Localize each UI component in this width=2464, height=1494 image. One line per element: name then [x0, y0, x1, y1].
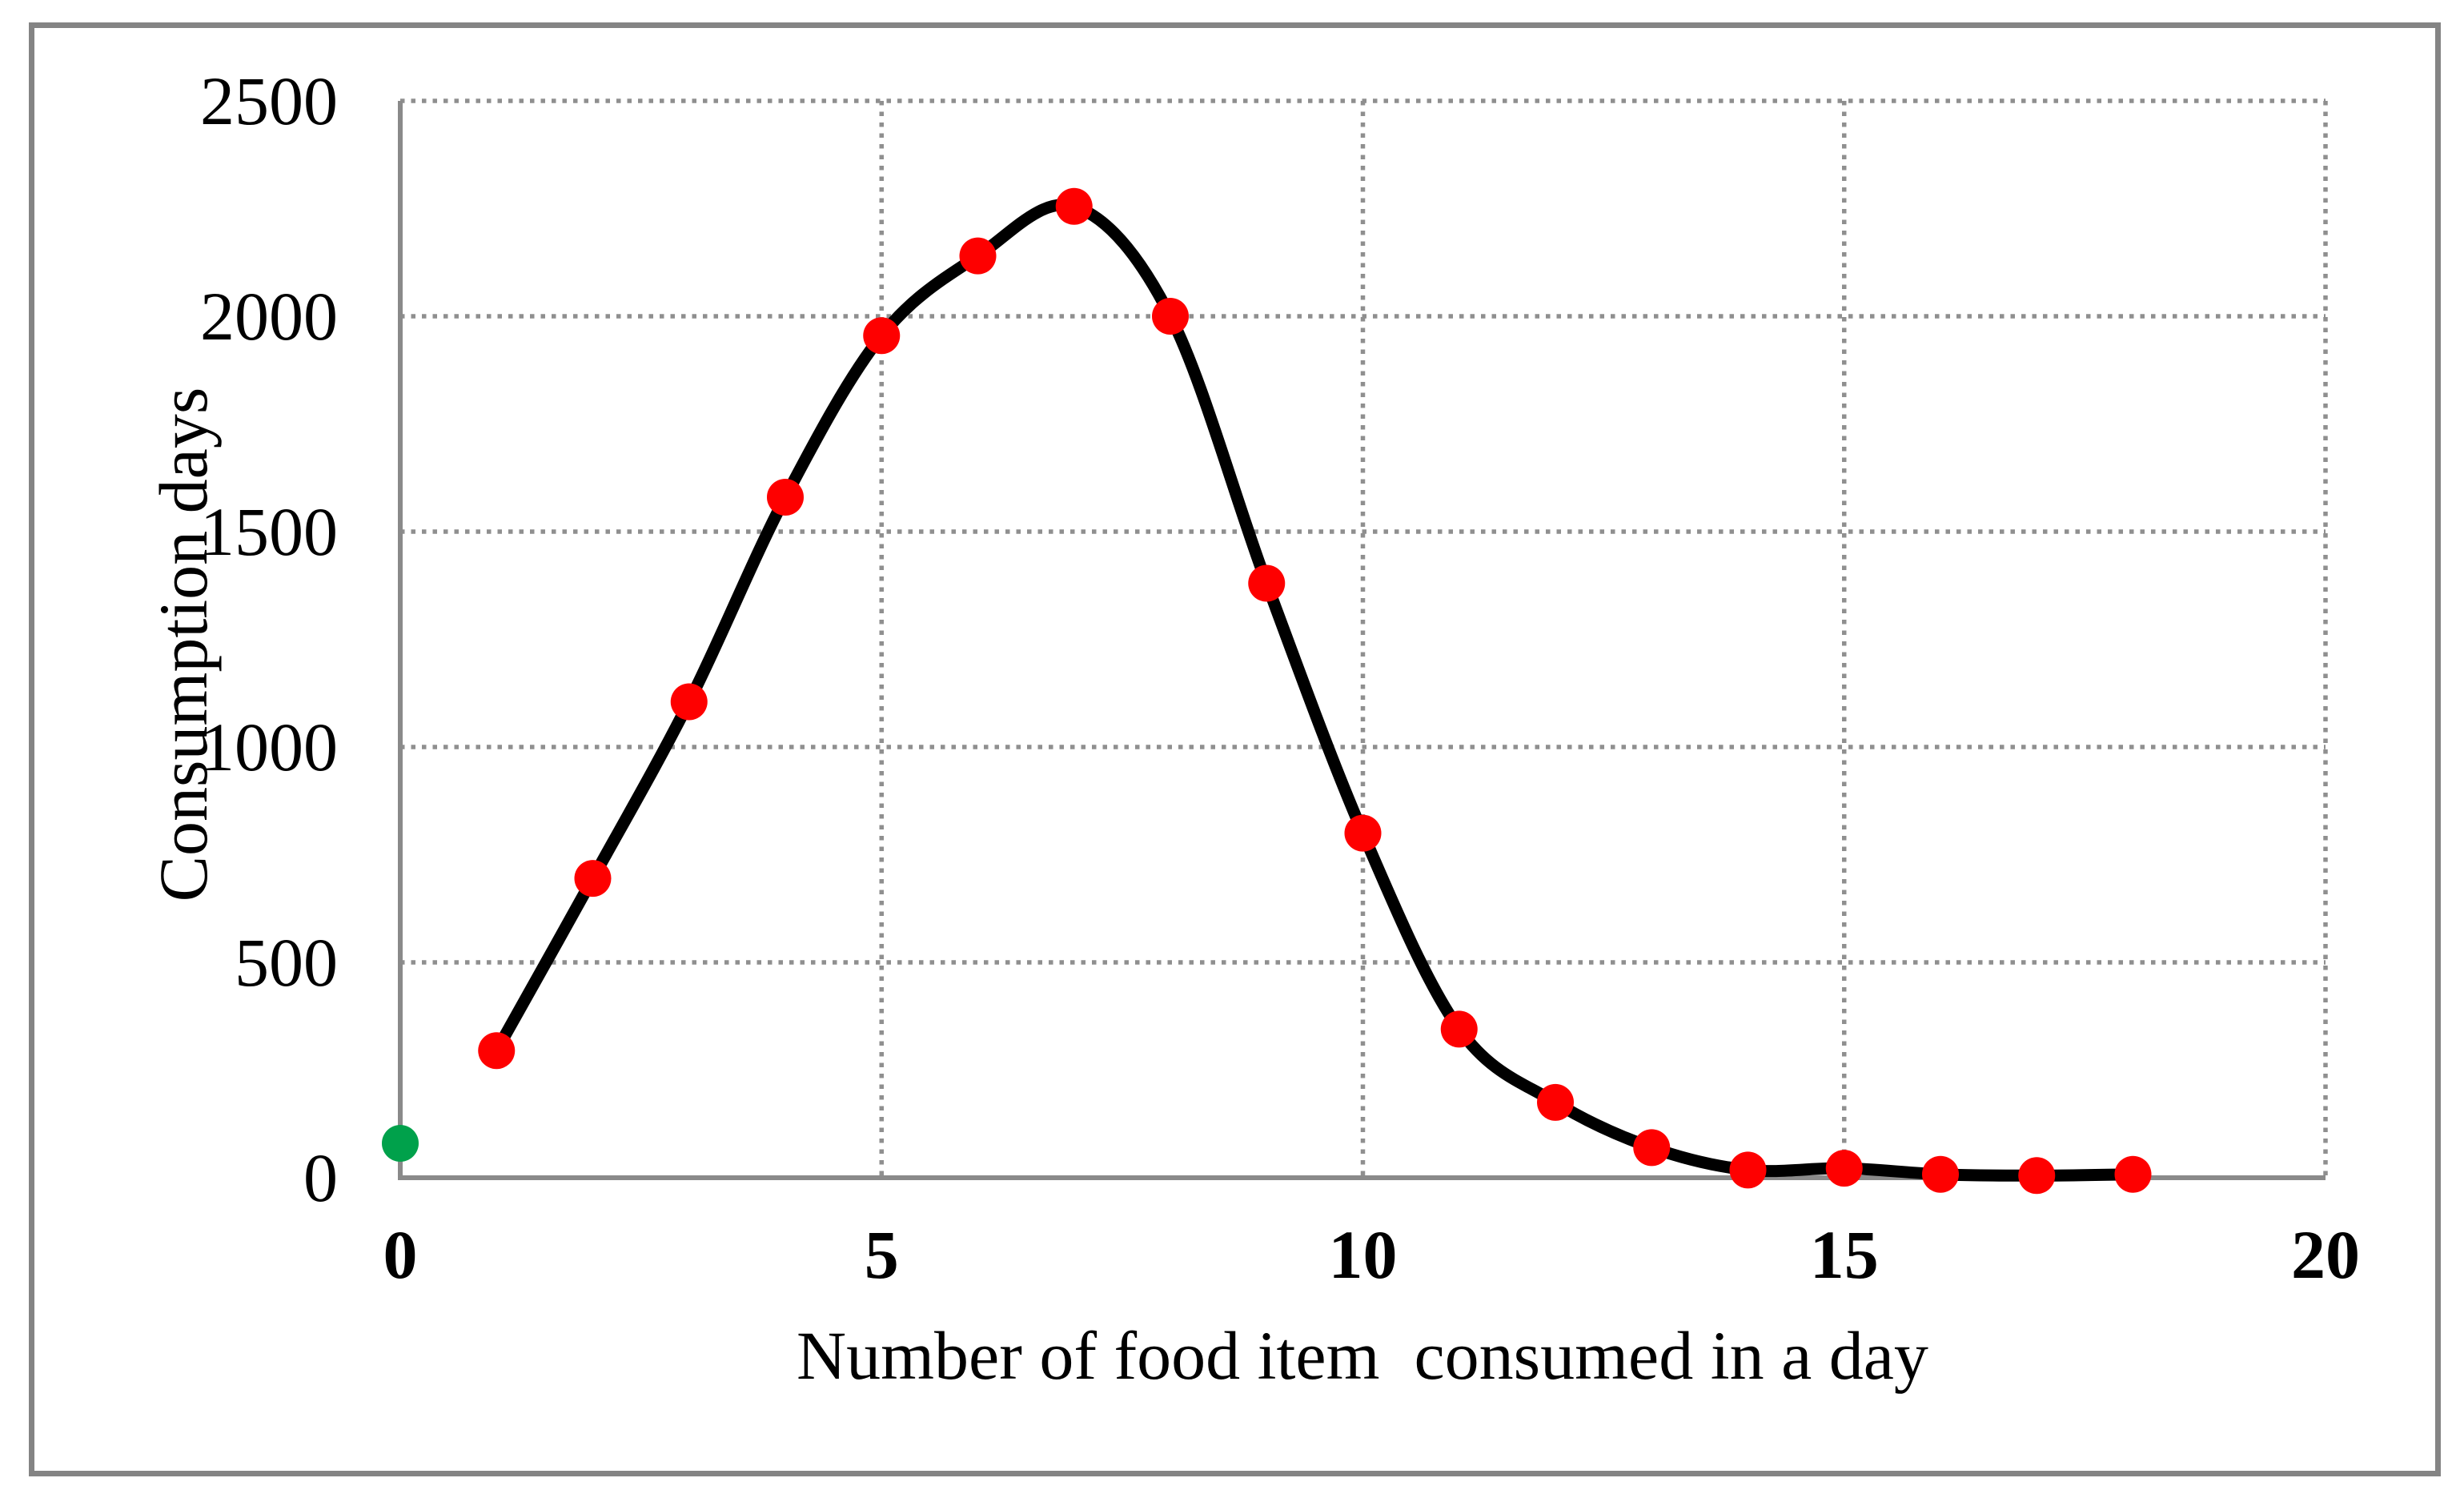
consumption-days-curve-marker — [574, 860, 612, 898]
consumption-days-curve-marker — [1055, 187, 1093, 225]
consumption-days-curve-marker — [767, 478, 804, 516]
consumption-days-curve-marker — [1344, 814, 1382, 852]
x-tick-label: 5 — [864, 1216, 899, 1293]
consumption-days-curve-marker — [478, 1032, 516, 1070]
figure-border — [29, 22, 2441, 1476]
consumption-days-curve-marker — [1633, 1129, 1671, 1167]
consumption-days-curve-marker — [1248, 564, 1286, 602]
x-tick-label: 20 — [2291, 1216, 2360, 1293]
consumption-days-curve-marker — [1537, 1083, 1574, 1121]
consumption-days-curve-marker — [1825, 1150, 1863, 1187]
y-tick-label: 2500 — [200, 62, 338, 139]
consumption-days-curve-marker — [863, 317, 901, 355]
consumption-days-curve-marker — [1152, 298, 1189, 335]
consumption-days-curve — [490, 199, 2139, 1182]
consumption-days-curve-marker — [1729, 1151, 1767, 1189]
y-tick-label: 2000 — [200, 278, 338, 355]
zero-items-point-marker — [382, 1124, 419, 1162]
consumption-days-curve-marker — [2018, 1157, 2056, 1195]
consumption-days-curve-marker — [2114, 1155, 2152, 1193]
x-tick-label: 10 — [1328, 1216, 1398, 1293]
y-tick-label: 1500 — [200, 493, 338, 570]
y-tick-label: 500 — [235, 924, 338, 1001]
x-tick-label: 15 — [1809, 1216, 1879, 1293]
consumption-days-curve-marker — [1440, 1010, 1478, 1048]
x-tick-label: 0 — [383, 1216, 418, 1293]
consumption-days-curve-marker — [959, 237, 997, 275]
consumption-days-curve-marker — [670, 683, 708, 721]
consumption-days-curve-marker — [1922, 1155, 1959, 1193]
x-axis-title: Number of food item consumed in a day — [797, 1317, 1928, 1394]
y-tick-label: 0 — [303, 1139, 338, 1216]
y-tick-label: 1000 — [200, 709, 338, 785]
